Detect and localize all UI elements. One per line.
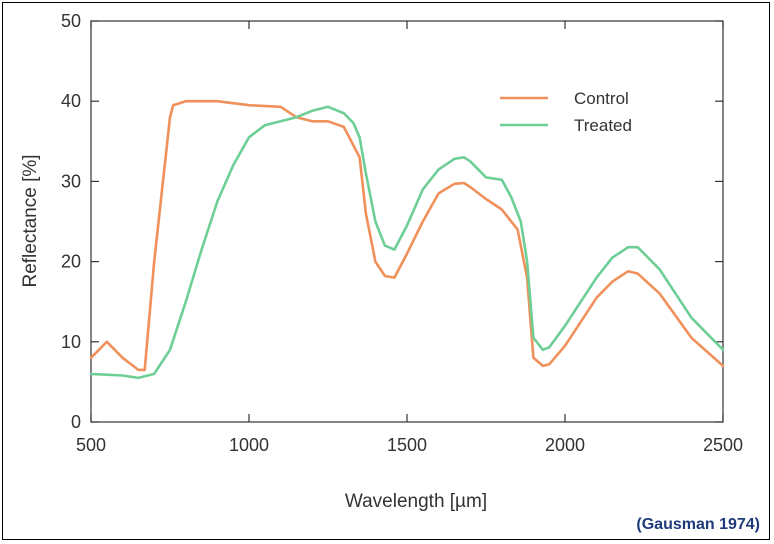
y-tick-label-0: 0 [71, 412, 81, 432]
legend: Control Treated [500, 89, 632, 135]
y-tick-label-30: 30 [61, 171, 81, 191]
legend-label-control: Control [574, 89, 629, 108]
x-tick-label-2500: 2500 [703, 435, 743, 455]
x-tick-label-1000: 1000 [229, 435, 269, 455]
series-line-control [89, 99, 725, 372]
series-lines [89, 99, 725, 380]
axis-ticks [90, 20, 724, 423]
source-citation: (Gausman 1974) [636, 516, 760, 533]
x-tick-label-1500: 1500 [387, 435, 427, 455]
plot-area [90, 20, 724, 423]
axis-tick-labels: 500 1000 1500 2000 2500 0 10 20 30 40 50 [61, 11, 743, 455]
x-tick-label-2000: 2000 [545, 435, 585, 455]
y-tick-label-20: 20 [61, 252, 81, 272]
y-tick-label-50: 50 [61, 11, 81, 31]
series-line-treated [89, 105, 725, 380]
legend-label-treated: Treated [574, 116, 632, 135]
x-tick-label-500: 500 [76, 435, 106, 455]
x-axis-title: Wavelength [µm] [345, 491, 487, 512]
y-tick-label-10: 10 [61, 332, 81, 352]
y-axis-title: Reflectance [%] [20, 154, 41, 287]
y-tick-label-40: 40 [61, 91, 81, 111]
